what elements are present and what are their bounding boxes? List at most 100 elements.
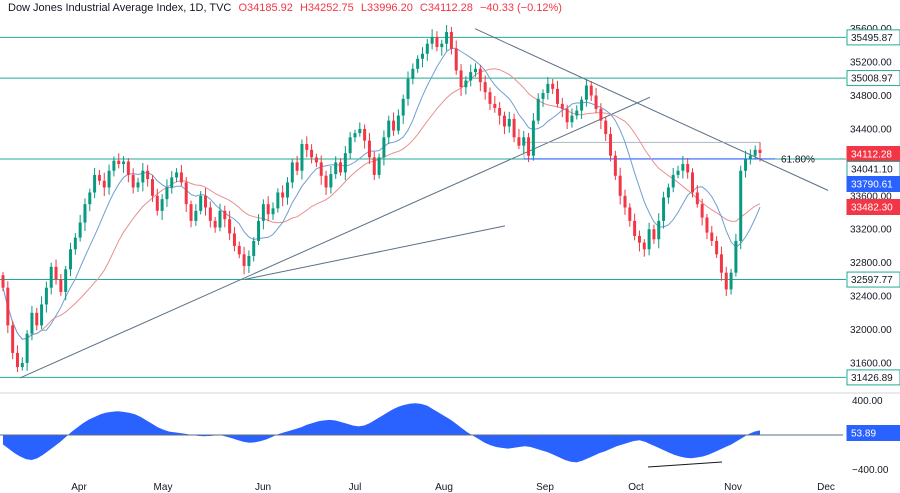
level-tag-text: 31426.89 <box>851 373 893 384</box>
candle-body <box>700 204 704 218</box>
candle-body <box>445 32 449 44</box>
candle-body <box>416 58 420 69</box>
price-tag-slow: 33482.30 <box>846 199 900 215</box>
low-value: L33996.20 <box>360 2 413 14</box>
candle-body <box>527 137 531 156</box>
chart-header: Dow Jones Industrial Average Index, 1D, … <box>8 0 566 16</box>
candle-body <box>710 232 714 241</box>
candle-body <box>112 160 116 171</box>
candle-body <box>531 120 535 156</box>
candle-body <box>705 217 709 233</box>
candle-body <box>290 162 294 183</box>
candle-body <box>69 249 72 270</box>
candle-body <box>271 208 275 215</box>
candle-body <box>551 83 555 89</box>
candle-body <box>748 155 752 160</box>
level-tag-text: 35495.87 <box>851 33 893 44</box>
open-value: O34185.92 <box>238 2 293 14</box>
candle-body <box>440 43 444 48</box>
level-tag-box <box>846 29 900 46</box>
level-tag: 35008.97 <box>846 70 900 87</box>
candle-body <box>512 118 516 138</box>
candle-body <box>218 210 222 228</box>
time-tick-label: Aug <box>435 482 453 493</box>
candle-body <box>387 120 391 138</box>
candle-body <box>54 266 58 280</box>
ascending-trendline <box>19 96 651 379</box>
candle-body <box>589 85 593 96</box>
price-tag-fast-box <box>846 176 900 192</box>
candle-body <box>681 164 685 171</box>
candle-body <box>734 240 738 273</box>
candle-body <box>44 287 48 305</box>
price-tag-price: 34112.28 <box>846 146 900 162</box>
close-value: C34112.28 <box>419 2 473 14</box>
candle-body <box>59 279 63 292</box>
candle-body <box>175 172 179 178</box>
candle-body <box>560 103 564 109</box>
oscillator-pane <box>0 403 843 468</box>
candle-body <box>358 128 362 134</box>
candle-body <box>343 153 347 173</box>
candle-body <box>686 164 690 173</box>
candle-body <box>295 162 299 171</box>
candle-body <box>314 157 318 163</box>
candle-body <box>657 220 661 240</box>
candle-body <box>459 70 463 88</box>
candle-body <box>194 210 198 221</box>
candle-body <box>102 180 106 188</box>
level-tag-text: 35008.97 <box>851 74 893 85</box>
candle-body <box>324 175 328 188</box>
candle-body <box>420 53 424 59</box>
support-segment <box>244 225 506 280</box>
time-axis: Apr May Jun Jul Aug Sep Oct Nov Dec <box>71 482 835 493</box>
candle-body <box>83 204 87 223</box>
candle-body <box>367 140 371 158</box>
candle-body <box>281 192 285 198</box>
candle-body <box>329 174 333 188</box>
candle-body <box>483 82 487 93</box>
price-tick-label: 35200.00 <box>850 58 892 69</box>
candle-body <box>11 325 15 353</box>
oscillator-current-tag-box <box>846 425 900 441</box>
candle-body <box>642 242 646 250</box>
candle-body <box>396 115 400 131</box>
candle-body <box>165 187 169 200</box>
candle-body <box>49 266 53 288</box>
price-tag-fast-text: 33790.61 <box>851 180 893 191</box>
candle-body <box>719 254 723 273</box>
price-tag-fast: 33790.61 <box>846 176 900 192</box>
candle-body <box>285 182 289 198</box>
oscillator-current-tag: 53.89 <box>846 425 900 441</box>
price-tick-label: 33600.00 <box>850 191 892 202</box>
candle-body <box>449 32 453 49</box>
candle-body <box>372 157 376 175</box>
high-value: H34252.75 <box>299 2 354 14</box>
candle-body <box>88 192 92 205</box>
candle-body <box>300 144 304 171</box>
change-value: −40.33 (−0.12%) <box>479 2 562 14</box>
candle-body <box>73 237 77 250</box>
candle-body <box>570 115 574 123</box>
candle-body <box>594 95 598 109</box>
price-tag-level: 34041.10 <box>846 161 900 177</box>
candle-body <box>305 144 309 150</box>
candle-body <box>93 174 97 193</box>
candle-body <box>276 192 280 209</box>
moving-averages <box>2 47 761 340</box>
candle-body <box>136 182 140 188</box>
time-tick-label: Apr <box>71 482 87 493</box>
level-tag: 35495.87 <box>846 29 900 46</box>
price-tag-price-text: 34112.28 <box>851 150 892 161</box>
candle-body <box>758 149 762 154</box>
candle-body <box>319 162 323 176</box>
price-tag-slow-text: 33482.30 <box>851 203 893 214</box>
candle-body <box>599 108 603 121</box>
candle-body <box>507 118 511 127</box>
candle-body <box>261 204 265 221</box>
candle-body <box>541 93 545 99</box>
candle-body <box>150 179 154 196</box>
osc-tick-label: 400.00 <box>852 396 883 407</box>
candle-body <box>575 110 579 116</box>
